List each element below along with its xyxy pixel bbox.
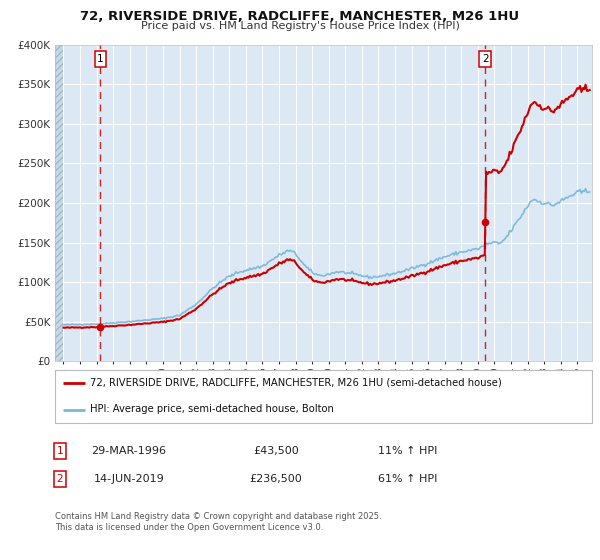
Text: 1: 1	[56, 446, 64, 456]
Text: HPI: Average price, semi-detached house, Bolton: HPI: Average price, semi-detached house,…	[90, 404, 334, 414]
Text: 61% ↑ HPI: 61% ↑ HPI	[379, 474, 437, 484]
Text: £236,500: £236,500	[250, 474, 302, 484]
Text: 2: 2	[482, 54, 488, 64]
Text: Contains HM Land Registry data © Crown copyright and database right 2025.
This d: Contains HM Land Registry data © Crown c…	[55, 512, 382, 532]
Text: 72, RIVERSIDE DRIVE, RADCLIFFE, MANCHESTER, M26 1HU (semi-detached house): 72, RIVERSIDE DRIVE, RADCLIFFE, MANCHEST…	[90, 378, 502, 388]
Bar	[55, 45, 64, 361]
Bar	[55, 45, 64, 361]
Text: 11% ↑ HPI: 11% ↑ HPI	[379, 446, 437, 456]
Text: 29-MAR-1996: 29-MAR-1996	[91, 446, 167, 456]
Text: 2: 2	[56, 474, 64, 484]
Text: £43,500: £43,500	[253, 446, 299, 456]
Text: 1: 1	[97, 54, 104, 64]
Text: Price paid vs. HM Land Registry's House Price Index (HPI): Price paid vs. HM Land Registry's House …	[140, 21, 460, 31]
Text: 72, RIVERSIDE DRIVE, RADCLIFFE, MANCHESTER, M26 1HU: 72, RIVERSIDE DRIVE, RADCLIFFE, MANCHEST…	[80, 10, 520, 23]
Text: 14-JUN-2019: 14-JUN-2019	[94, 474, 164, 484]
